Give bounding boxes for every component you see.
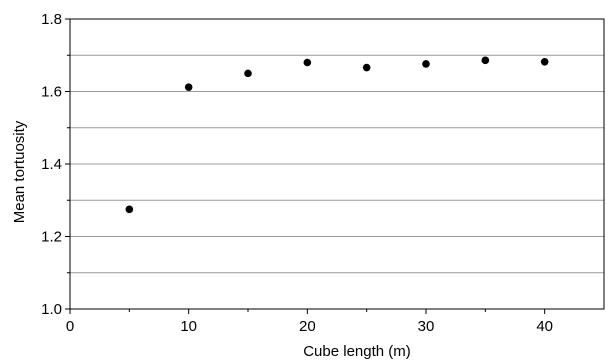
- y-tick-label: 1.2: [41, 229, 62, 246]
- gridlines: [70, 54, 604, 274]
- x-tick-label: 10: [180, 318, 197, 335]
- data-point: [540, 57, 549, 66]
- data-point: [184, 83, 193, 91]
- y-tick-label: 1.6: [41, 84, 62, 101]
- x-tick-label: 40: [536, 318, 553, 335]
- data-point: [244, 69, 252, 78]
- data-point: [125, 205, 134, 214]
- x-tick-label: 30: [418, 318, 435, 335]
- x-axis-title: Cube length (m): [303, 343, 411, 360]
- y-tick-label: 1.4: [41, 156, 62, 173]
- y-axis-title: Mean tortuosity: [11, 120, 28, 223]
- data-point: [422, 60, 430, 68]
- y-tick-label: 1.0: [41, 301, 62, 318]
- x-tick-label: 20: [299, 318, 316, 335]
- y-tick-label: 1.8: [41, 11, 62, 28]
- axis-ticks: 0 10 20 30 40 1.0 1.2 1.4 1.6 1.8: [41, 11, 553, 335]
- data-points: [125, 56, 549, 214]
- data-point: [362, 63, 371, 72]
- data-point: [303, 58, 312, 67]
- x-tick-label: 0: [66, 318, 74, 335]
- data-point: [481, 56, 490, 65]
